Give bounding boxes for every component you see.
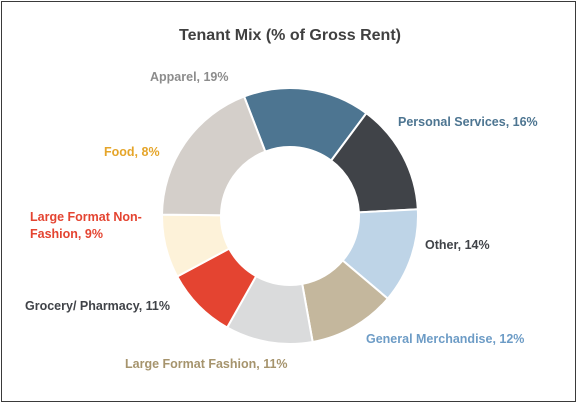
slice-label-other: Other, 14% [425, 238, 490, 252]
slice-label-personal-services: Personal Services, 16% [398, 115, 538, 129]
slice-label-large-format-non-fashion: Large Format Non-Fashion, 9% [30, 210, 142, 241]
slices-group [160, 87, 419, 345]
slice-apparel [160, 95, 267, 217]
slice-label-food: Food, 8% [104, 145, 160, 159]
slice-label-apparel: Apparel, 19% [150, 70, 229, 84]
labels-group: Personal Services, 16% Other, 14% General … [25, 70, 538, 371]
chart-title: Tenant Mix (% of Gross Rent) [179, 27, 401, 44]
slice-label-general-merchandise: General Merchandise, 12% [366, 332, 524, 346]
slice-label-grocery-pharmacy: Grocery/ Pharmacy, 11% [25, 299, 170, 313]
slice-label-large-format-fashion: Large Format Fashion, 11% [125, 357, 288, 371]
